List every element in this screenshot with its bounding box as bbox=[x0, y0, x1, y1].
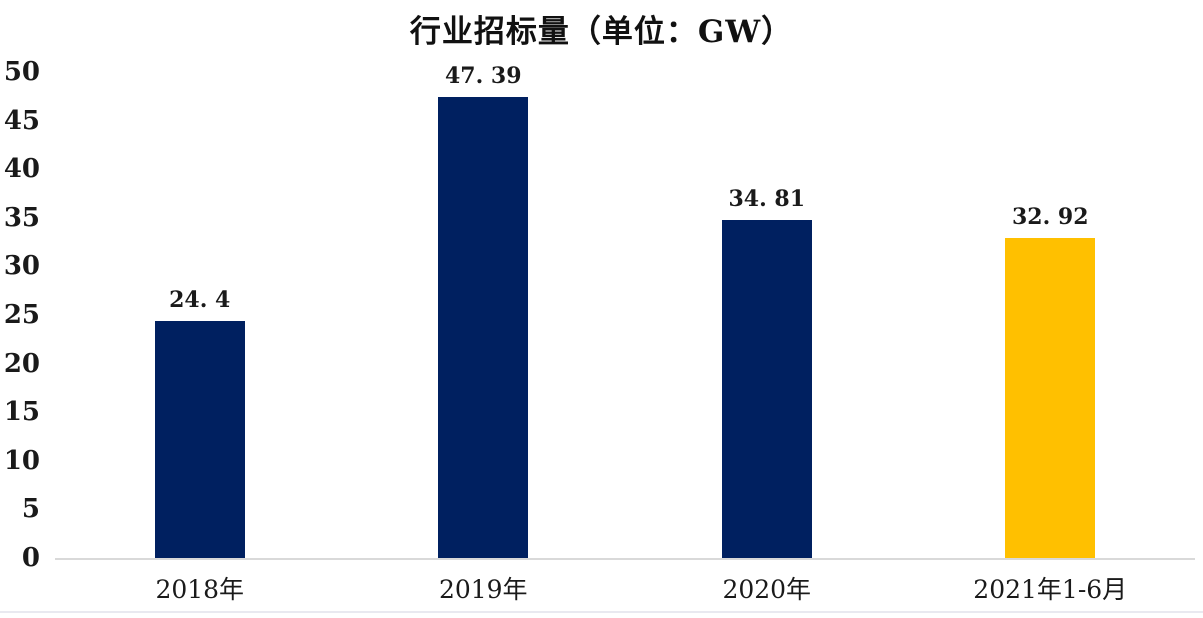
x-axis-category-label: 2021年1-6月 bbox=[973, 575, 1128, 604]
x-axis-category-label: 2019年 bbox=[438, 575, 528, 604]
bar-value-label: 34. 81 bbox=[728, 185, 806, 212]
y-axis-tick-label: 40 bbox=[3, 154, 40, 185]
x-axis-line bbox=[55, 558, 1195, 560]
bar-value-label: 47. 39 bbox=[444, 63, 522, 90]
y-axis-tick-label: 50 bbox=[3, 57, 40, 87]
y-axis-tick-label: 45 bbox=[3, 105, 40, 136]
y-axis-tick-label: 35 bbox=[3, 202, 40, 233]
y-axis-tick-label: 0 bbox=[21, 543, 40, 573]
chart-title: 行业招标量（单位：GW） bbox=[409, 14, 794, 50]
x-axis-category-label: 2020年 bbox=[722, 575, 812, 604]
bar-value-label: 24. 4 bbox=[169, 286, 231, 313]
y-axis-tick-label: 30 bbox=[3, 251, 40, 282]
y-axis-tick-label: 5 bbox=[21, 494, 40, 525]
bar-2019年 bbox=[438, 97, 529, 558]
bar-value-label: 32. 92 bbox=[1011, 204, 1089, 231]
bottom-divider bbox=[0, 611, 1203, 613]
y-axis-tick-label: 10 bbox=[3, 445, 40, 476]
y-axis-tick-label: 20 bbox=[3, 348, 40, 379]
bar-2018年 bbox=[154, 320, 245, 558]
x-axis-category-label: 2018年 bbox=[155, 575, 245, 604]
bar-2020年 bbox=[721, 219, 812, 558]
y-axis-tick-label: 15 bbox=[3, 397, 40, 428]
y-axis-tick-label: 25 bbox=[3, 300, 40, 330]
bar-2021年1-6月 bbox=[1005, 238, 1096, 558]
